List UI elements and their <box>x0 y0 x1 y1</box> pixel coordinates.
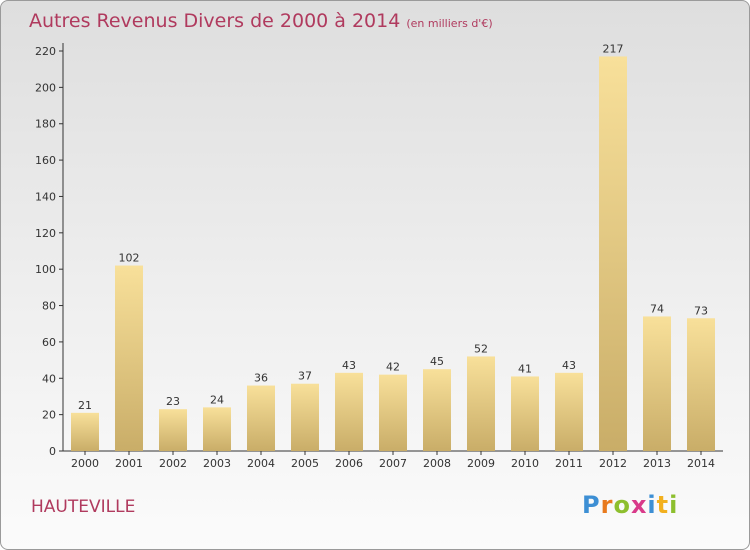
bar-value-label: 24 <box>210 393 224 406</box>
bar <box>291 383 319 451</box>
logo-letter: x <box>630 491 648 519</box>
bar-value-label: 43 <box>342 359 356 372</box>
bar <box>379 374 407 451</box>
bar <box>423 369 451 451</box>
bar <box>71 412 99 451</box>
bar <box>159 409 187 451</box>
bar-value-label: 37 <box>298 370 312 383</box>
bar-value-label: 42 <box>386 361 400 374</box>
bar-value-label: 41 <box>518 362 532 375</box>
city-label: HAUTEVILLE <box>31 497 136 517</box>
y-tick-label: 120 <box>35 227 56 240</box>
x-tick-label: 2008 <box>423 457 451 470</box>
bar <box>643 316 671 451</box>
x-tick-label: 2009 <box>467 457 495 470</box>
logo-letter: i <box>669 491 679 519</box>
x-tick-label: 2000 <box>71 457 99 470</box>
y-tick-label: 160 <box>35 154 56 167</box>
y-tick-label: 220 <box>35 45 56 58</box>
bar <box>687 318 715 451</box>
logo-letter: P <box>582 491 601 519</box>
logo-letter: t <box>656 491 670 519</box>
bar <box>511 376 539 451</box>
x-tick-label: 2007 <box>379 457 407 470</box>
x-tick-label: 2014 <box>687 457 715 470</box>
bar <box>203 407 231 451</box>
chart-title: Autres Revenus Divers de 2000 à 2014 (en … <box>29 10 493 32</box>
bar-value-label: 45 <box>430 355 444 368</box>
logo-letter: o <box>613 491 631 519</box>
x-tick-label: 2006 <box>335 457 363 470</box>
x-tick-label: 2003 <box>203 457 231 470</box>
logo-letter: r <box>600 491 614 519</box>
bar-value-label: 43 <box>562 359 576 372</box>
y-tick-label: 20 <box>42 409 56 422</box>
y-tick-label: 200 <box>35 81 56 94</box>
y-tick-label: 100 <box>35 263 56 276</box>
proxiti-logo: Proxiti <box>582 491 678 519</box>
x-tick-label: 2001 <box>115 457 143 470</box>
y-tick-label: 180 <box>35 118 56 131</box>
bar <box>555 372 583 451</box>
y-tick-label: 60 <box>42 336 56 349</box>
x-tick-label: 2004 <box>247 457 275 470</box>
x-tick-label: 2013 <box>643 457 671 470</box>
chart-title-text: Autres Revenus Divers de 2000 à 2014 <box>29 10 401 32</box>
bar-value-label: 21 <box>78 399 92 412</box>
bar <box>467 356 495 451</box>
bar-value-label: 217 <box>603 42 624 55</box>
chart-subtitle: (en milliers d'€) <box>406 17 493 30</box>
y-tick-label: 80 <box>42 300 56 313</box>
y-tick-label: 0 <box>49 445 56 458</box>
x-tick-label: 2010 <box>511 457 539 470</box>
bar <box>599 56 627 452</box>
bar-value-label: 74 <box>650 302 664 315</box>
bar-value-label: 36 <box>254 372 268 385</box>
x-tick-label: 2005 <box>291 457 319 470</box>
bar-value-label: 23 <box>166 395 180 408</box>
bar <box>335 372 363 451</box>
logo-letter: i <box>647 491 657 519</box>
x-tick-label: 2012 <box>599 457 627 470</box>
x-tick-label: 2002 <box>159 457 187 470</box>
bar-value-label: 52 <box>474 342 488 355</box>
bar <box>247 385 275 451</box>
x-tick-label: 2011 <box>555 457 583 470</box>
bar <box>115 265 143 451</box>
y-tick-label: 40 <box>42 372 56 385</box>
y-tick-label: 140 <box>35 190 56 203</box>
bar-value-label: 102 <box>119 252 140 265</box>
bar-value-label: 73 <box>694 304 708 317</box>
